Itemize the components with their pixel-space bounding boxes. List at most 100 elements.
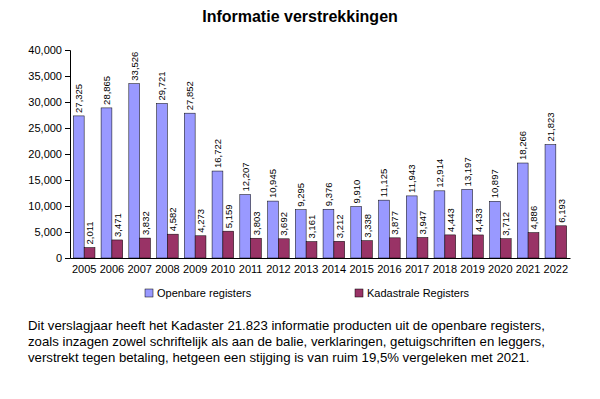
data-label: 3,832 bbox=[140, 211, 151, 235]
data-label: 21,823 bbox=[545, 112, 556, 141]
legend: Openbare registers Kadastrale Registers bbox=[145, 287, 470, 299]
tick-label: 35,000 bbox=[28, 70, 62, 82]
annotation: Dit verslagjaar heeft het Kadaster 21.82… bbox=[28, 318, 578, 366]
bar bbox=[362, 241, 373, 258]
data-label: 4,443 bbox=[445, 208, 456, 232]
legend-label: Kadastrale Registers bbox=[367, 287, 470, 299]
data-label: 9,910 bbox=[351, 180, 362, 204]
data-label: 18,266 bbox=[517, 131, 528, 160]
tick-label: 2014 bbox=[322, 263, 346, 275]
data-label: 3,338 bbox=[362, 214, 373, 238]
bar bbox=[334, 241, 345, 258]
title: Informatie verstrekkingen bbox=[202, 8, 398, 25]
bar bbox=[101, 108, 112, 258]
tick-label: 25,000 bbox=[28, 122, 62, 134]
data-label: 16,722 bbox=[212, 139, 223, 168]
bar bbox=[517, 163, 528, 258]
data-label: 29,721 bbox=[156, 71, 167, 100]
tick-label: 2005 bbox=[72, 263, 96, 275]
tick: 2008 bbox=[155, 258, 179, 275]
tick-mark bbox=[65, 206, 70, 207]
tick-mark bbox=[65, 258, 70, 259]
data-label: 4,273 bbox=[195, 209, 206, 233]
tick: 25,000 bbox=[28, 122, 70, 134]
bar bbox=[434, 191, 445, 258]
tick-label: 2012 bbox=[266, 263, 290, 275]
tick: 2016 bbox=[377, 258, 401, 275]
bar bbox=[268, 201, 279, 258]
data-label: 3,803 bbox=[251, 211, 262, 235]
tick: 2018 bbox=[433, 258, 457, 275]
tick: 2021 bbox=[516, 258, 540, 275]
data-label: 12,207 bbox=[240, 162, 251, 191]
tick-label: 20,000 bbox=[28, 148, 62, 160]
data-label: 3,471 bbox=[112, 213, 123, 237]
data-label: 27,325 bbox=[73, 84, 84, 113]
tick: 2012 bbox=[266, 258, 290, 275]
bar bbox=[323, 209, 334, 258]
data-label: 3,712 bbox=[500, 212, 511, 236]
bar bbox=[351, 206, 362, 258]
series bbox=[73, 84, 556, 258]
tick-mark bbox=[65, 180, 70, 181]
bar bbox=[167, 234, 178, 258]
data-label: 5,159 bbox=[223, 204, 234, 228]
bar bbox=[462, 189, 473, 258]
bar bbox=[295, 210, 306, 258]
data-label: 33,526 bbox=[129, 52, 140, 81]
data-label: 9,295 bbox=[295, 183, 306, 207]
tick-label: 15,000 bbox=[28, 174, 62, 186]
data-label: 11,125 bbox=[378, 169, 389, 197]
tick-label: 2016 bbox=[377, 263, 401, 275]
data-label: 4,582 bbox=[167, 207, 178, 231]
tick: 2020 bbox=[488, 258, 512, 275]
data-label: 13,197 bbox=[462, 157, 473, 186]
tick-label: 2021 bbox=[516, 263, 540, 275]
tick-label: 2008 bbox=[155, 263, 179, 275]
data-label: 2,011 bbox=[84, 221, 95, 244]
tick: 2017 bbox=[405, 258, 429, 275]
tick: 20,000 bbox=[28, 148, 70, 160]
data-label: 3,212 bbox=[334, 215, 345, 239]
data-labels: 27,32528,86533,52629,72127,85216,72212,2… bbox=[73, 52, 567, 245]
data-label: 12,914 bbox=[434, 159, 445, 188]
bar bbox=[240, 195, 251, 258]
tick-label: 2011 bbox=[239, 263, 263, 275]
data-label: 9,376 bbox=[323, 182, 334, 206]
bar bbox=[157, 103, 168, 258]
tick: 15,000 bbox=[28, 174, 70, 186]
tick: 2007 bbox=[127, 258, 151, 275]
data-label: 3,692 bbox=[278, 212, 289, 236]
tick: 30,000 bbox=[28, 96, 70, 108]
tick-label: 2007 bbox=[127, 263, 151, 275]
tick-label: 2017 bbox=[405, 263, 429, 275]
bar bbox=[84, 248, 95, 258]
data-label: 6,193 bbox=[556, 199, 567, 223]
legend-label: Openbare registers bbox=[157, 287, 252, 299]
bar bbox=[278, 239, 289, 258]
tick-label: 30,000 bbox=[28, 96, 62, 108]
bar bbox=[112, 240, 123, 258]
bar bbox=[129, 84, 140, 258]
tick: 2006 bbox=[100, 258, 124, 275]
tick: 2015 bbox=[349, 258, 373, 275]
tick-label: 2013 bbox=[294, 263, 318, 275]
x-axis: 2005 20062007 2008 2009 2010 20112012 2013 2014… bbox=[71, 258, 571, 275]
axis-line bbox=[65, 51, 71, 259]
tick: 2009 bbox=[183, 258, 207, 275]
tick-label: 2010 bbox=[211, 263, 235, 275]
tick: 2010 bbox=[211, 258, 235, 275]
plot: 05,00010,00015,00020,00025,00030,00035,0… bbox=[28, 44, 570, 275]
bar bbox=[379, 200, 390, 258]
bar bbox=[195, 236, 206, 258]
bar bbox=[73, 116, 84, 258]
bar bbox=[140, 238, 151, 258]
bars bbox=[73, 84, 566, 258]
bar bbox=[306, 242, 317, 258]
tick-label: 2022 bbox=[544, 263, 568, 275]
tick-label: 5,000 bbox=[34, 226, 62, 238]
series bbox=[84, 226, 567, 258]
bar bbox=[389, 238, 400, 258]
tick-label: 2015 bbox=[349, 263, 373, 275]
bar bbox=[545, 145, 556, 258]
